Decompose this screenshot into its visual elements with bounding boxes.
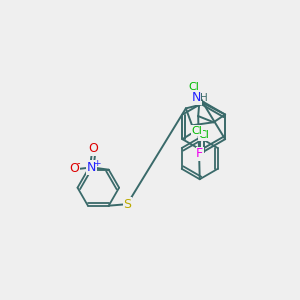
- Text: F: F: [196, 147, 203, 160]
- Text: Cl: Cl: [198, 130, 209, 140]
- Text: Cl: Cl: [188, 82, 199, 92]
- Text: H: H: [200, 93, 208, 103]
- Text: Cl: Cl: [192, 126, 203, 136]
- Text: O: O: [88, 142, 98, 155]
- Text: N: N: [192, 91, 201, 104]
- Text: O: O: [69, 162, 79, 176]
- Text: +: +: [93, 159, 100, 168]
- Text: S: S: [123, 198, 131, 211]
- Text: N: N: [87, 161, 97, 174]
- Text: -: -: [76, 158, 80, 169]
